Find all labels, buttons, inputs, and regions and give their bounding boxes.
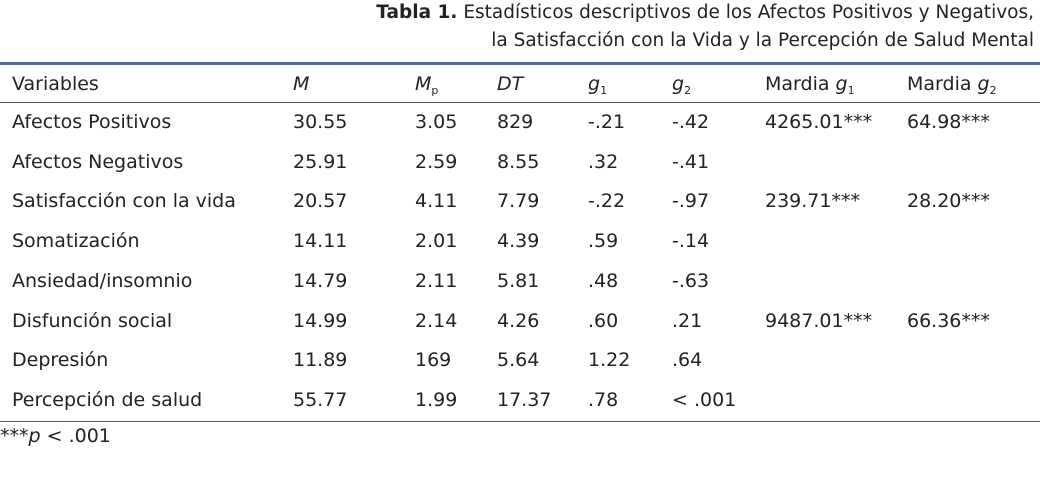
- header-cell: DT: [497, 75, 523, 94]
- table-cell: .60: [588, 309, 619, 332]
- header-cell: Mp: [415, 73, 439, 97]
- table-cell: -.42: [672, 111, 710, 133]
- table-cell: < .001: [672, 388, 737, 411]
- table-cell: 14.11: [293, 230, 348, 253]
- table-cell: 2.01: [415, 230, 458, 253]
- header-cell: g1: [588, 73, 608, 97]
- row-label: Somatización: [12, 230, 140, 253]
- table-cell: 55.77: [293, 388, 348, 411]
- header-subscript: 2: [684, 84, 692, 97]
- table-cell: 829: [497, 111, 534, 133]
- row-label: Afectos Positivos: [12, 111, 172, 133]
- header-text: Mardia: [907, 73, 972, 95]
- table-cell: -.22: [588, 190, 626, 213]
- table-cell: 9487.01***: [765, 309, 873, 332]
- row-label: Disfunción social: [12, 309, 173, 332]
- top-rule: [0, 62, 1040, 65]
- table-cell: 4.11: [415, 190, 458, 213]
- table-cell: 1.99: [415, 388, 458, 411]
- table-cell: 11.89: [293, 349, 348, 372]
- bottom-rule: [0, 421, 1040, 422]
- row-label: Afectos Negativos: [12, 150, 184, 173]
- table-cell: -.63: [672, 269, 710, 292]
- table-cell: -.97: [672, 190, 710, 213]
- table-cell: 5.64: [497, 349, 540, 372]
- header-text: Mardia: [765, 73, 830, 95]
- row-label: Satisfacción con la vida: [12, 190, 236, 213]
- table-cell: -.14: [672, 230, 710, 253]
- header-cell: Mardia g2: [907, 73, 997, 97]
- header-cell: Mardia g1: [765, 73, 855, 97]
- table-cell: 20.57: [293, 190, 348, 213]
- table-cell: 14.99: [293, 309, 348, 332]
- table-cell: 14.79: [293, 269, 348, 292]
- row-label: Ansiedad/insomnio: [12, 269, 193, 292]
- table-cell: 4.26: [497, 309, 540, 332]
- footnote: ***p < .001: [0, 427, 111, 446]
- table-cell: .48: [588, 269, 619, 292]
- header-symbol: g: [588, 73, 601, 95]
- caption-text: Estadísticos descriptivos de los Afectos…: [463, 2, 1034, 23]
- header-cell: M: [293, 75, 309, 94]
- header-subscript: 2: [989, 84, 997, 97]
- row-label: Percepción de salud: [12, 388, 203, 411]
- footnote-stars: ***: [0, 425, 29, 447]
- table-cell: 28.20***: [907, 190, 990, 213]
- table-cell: -.21: [588, 111, 626, 133]
- table-cell: .64: [672, 349, 703, 372]
- header-cell: g2: [672, 73, 692, 97]
- header-symbol: g: [977, 73, 990, 95]
- table-cell: .21: [672, 309, 703, 332]
- header-subscript: p: [431, 84, 439, 97]
- table-cell: 2.59: [415, 150, 458, 173]
- table-cell: 2.11: [415, 269, 458, 292]
- caption-line-1: Tabla 1. Estadísticos descriptivos de lo…: [376, 2, 1034, 23]
- header-symbol: g: [672, 73, 685, 95]
- caption-label: Tabla 1.: [376, 2, 458, 23]
- table-cell: .59: [588, 230, 619, 253]
- header-symbol: M: [293, 73, 310, 95]
- caption-line-2: la Satisfacción con la Vida y la Percepc…: [491, 30, 1034, 51]
- footnote-symbol: p: [28, 425, 41, 447]
- header-subscript: 1: [847, 84, 855, 97]
- table-cell: 25.91: [293, 150, 348, 173]
- row-label: Depresión: [12, 349, 109, 372]
- table-cell: -.41: [672, 150, 710, 173]
- table-cell: 4.39: [497, 230, 540, 253]
- table-cell: .78: [588, 388, 619, 411]
- table-cell: 5.81: [497, 269, 540, 292]
- table-cell: .32: [588, 150, 619, 173]
- table-cell: 3.05: [415, 111, 458, 133]
- table-cell: 8.55: [497, 150, 540, 173]
- table-cell: 169: [415, 349, 452, 372]
- footnote-text: < .001: [46, 425, 111, 447]
- table-cell: 2.14: [415, 309, 458, 332]
- table-cell: 66.36***: [907, 309, 990, 332]
- header-subscript: 1: [600, 84, 608, 97]
- header-rule: [0, 102, 1040, 103]
- table-cell: 17.37: [497, 388, 552, 411]
- header-symbol: g: [835, 73, 848, 95]
- header-symbol: DT: [497, 73, 524, 95]
- table-cell: 239.71***: [765, 190, 860, 213]
- header-text: Variables: [12, 73, 99, 95]
- table-cell: 64.98***: [907, 111, 990, 133]
- table-cell: 30.55: [293, 111, 348, 133]
- header-cell: Variables: [12, 75, 99, 94]
- table-cell: 7.79: [497, 190, 540, 213]
- header-symbol: M: [415, 73, 432, 95]
- table-cell: 4265.01***: [765, 111, 873, 133]
- table-cell: 1.22: [588, 349, 631, 372]
